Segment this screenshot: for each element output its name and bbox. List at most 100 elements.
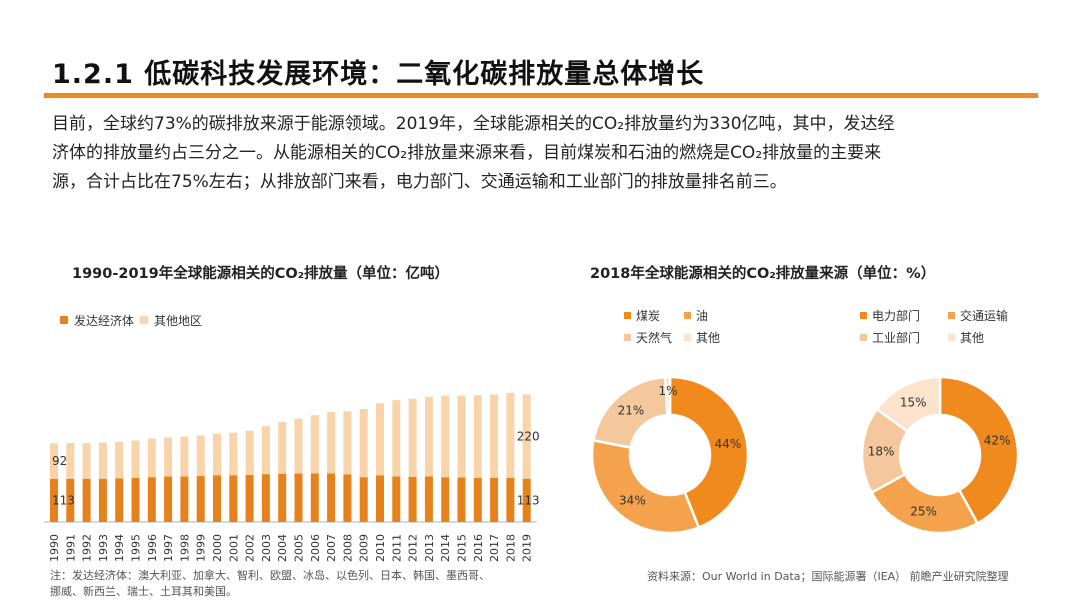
legend-swatch bbox=[140, 316, 148, 324]
x-tick-label: 2004 bbox=[276, 534, 289, 562]
bar-other bbox=[376, 403, 384, 476]
x-tick-label: 2006 bbox=[309, 534, 322, 562]
bar-other bbox=[473, 395, 482, 478]
legend-swatch bbox=[60, 316, 68, 324]
legend-label: 煤炭 bbox=[636, 309, 660, 323]
bar-other bbox=[245, 430, 254, 475]
bar-developed bbox=[164, 476, 173, 522]
bar-other bbox=[359, 409, 368, 478]
bar-other bbox=[164, 437, 173, 477]
footnote-line: 挪威、新西兰、瑞士、土耳其和美国。 bbox=[50, 585, 237, 598]
bar-developed bbox=[473, 477, 482, 522]
bar-developed bbox=[98, 478, 107, 522]
x-tick-label: 2009 bbox=[358, 534, 371, 562]
bar-other bbox=[327, 412, 336, 474]
x-tick-label: 1997 bbox=[162, 534, 175, 562]
x-tick-label: 2014 bbox=[439, 534, 452, 562]
bar-other bbox=[82, 443, 91, 479]
intro-paragraph: 目前，全球约73%的碳排放来源于能源领域。2019年，全球能源相关的CO₂排放量… bbox=[52, 110, 1032, 197]
bar-developed bbox=[376, 475, 384, 522]
slice-label: 21% bbox=[618, 404, 645, 418]
legend-swatch bbox=[948, 312, 955, 319]
legend-swatch bbox=[948, 334, 955, 341]
legend-swatch bbox=[684, 334, 691, 341]
x-tick-label: 1991 bbox=[64, 534, 77, 562]
donut-slice bbox=[938, 375, 1020, 526]
bar-developed bbox=[457, 477, 466, 522]
x-tick-label: 1990 bbox=[48, 534, 61, 562]
bar-developed bbox=[327, 473, 336, 522]
donut-chart-title: 2018年全球能源相关的CO₂排放量来源（单位：%） bbox=[590, 266, 936, 282]
legend-label: 油 bbox=[696, 309, 708, 323]
bar-other bbox=[115, 441, 124, 479]
slice-label: 18% bbox=[868, 444, 895, 458]
x-tick-label: 2002 bbox=[244, 534, 257, 562]
bar-other bbox=[522, 394, 531, 479]
donut-slice bbox=[875, 375, 942, 434]
bar-developed bbox=[180, 476, 189, 522]
x-tick-label: 2010 bbox=[374, 534, 387, 562]
bar-developed bbox=[82, 478, 91, 522]
bar-developed bbox=[196, 476, 205, 522]
bar-other bbox=[213, 433, 221, 476]
x-tick-label: 2000 bbox=[211, 534, 224, 562]
slice-label: 25% bbox=[910, 505, 937, 519]
bar-other bbox=[392, 400, 401, 477]
bar-developed bbox=[278, 473, 287, 522]
legend-swatch bbox=[860, 312, 867, 319]
donut-slice bbox=[668, 375, 750, 530]
legend-swatch bbox=[860, 334, 867, 341]
data-label: 113 bbox=[517, 493, 540, 507]
slice-label: 1% bbox=[658, 384, 677, 398]
bar-developed bbox=[50, 478, 58, 522]
x-tick-label: 1995 bbox=[130, 534, 143, 562]
bar-developed bbox=[66, 478, 75, 522]
legend-swatch bbox=[684, 312, 691, 319]
legend-label: 其他 bbox=[960, 331, 984, 345]
x-tick-label: 2017 bbox=[488, 534, 501, 562]
bar-developed bbox=[506, 477, 515, 522]
legend-label: 天然气 bbox=[636, 330, 672, 345]
x-tick-label: 1996 bbox=[146, 534, 159, 562]
x-tick-label: 1994 bbox=[113, 534, 126, 562]
bar-developed bbox=[245, 474, 254, 522]
bar-developed bbox=[441, 477, 450, 522]
intro-line: 目前，全球约73%的碳排放来源于能源领域。2019年，全球能源相关的CO₂排放量… bbox=[52, 114, 895, 134]
slice-label: 44% bbox=[715, 437, 742, 451]
bar-other bbox=[147, 438, 156, 478]
bar-developed bbox=[359, 477, 368, 522]
x-tick-label: 2001 bbox=[227, 534, 240, 562]
bar-developed bbox=[522, 478, 531, 522]
x-tick-label: 2011 bbox=[390, 534, 403, 562]
bar-developed bbox=[310, 473, 319, 522]
donut-slice bbox=[663, 375, 672, 417]
bar-developed bbox=[392, 476, 401, 522]
bar-developed bbox=[131, 477, 140, 522]
bar-other bbox=[343, 411, 352, 475]
intro-line: 源，合计占比在75%左右；从排放部门来看，电力部门、交通运输和工业部门的排放量排… bbox=[52, 172, 787, 192]
bar-other bbox=[490, 394, 499, 478]
x-tick-label: 2005 bbox=[293, 534, 306, 562]
x-tick-label: 2015 bbox=[456, 534, 469, 562]
footnote: 注：发达经济体：澳大利亚、加拿大、智利、欧盟、冰岛、以色列、日本、韩国、墨西哥、… bbox=[50, 568, 580, 600]
data-label: 113 bbox=[52, 493, 75, 507]
x-tick-label: 2013 bbox=[423, 534, 436, 562]
donut-slice bbox=[869, 472, 980, 535]
bar-other bbox=[441, 395, 450, 478]
slice-label: 34% bbox=[619, 493, 646, 507]
bar-other bbox=[261, 426, 270, 475]
bar-other bbox=[408, 398, 417, 477]
legend-swatch bbox=[624, 312, 631, 319]
bar-other bbox=[278, 422, 287, 474]
bar-developed bbox=[213, 475, 221, 522]
bar-developed bbox=[147, 477, 156, 522]
bar-other bbox=[229, 432, 238, 476]
bar-chart-title: 1990-2019年全球能源相关的CO₂排放量（单位：亿吨） bbox=[72, 266, 450, 282]
legend-label: 发达经济体 bbox=[74, 313, 134, 328]
x-tick-label: 2012 bbox=[407, 534, 420, 562]
slice-label: 15% bbox=[900, 395, 927, 409]
bar-other bbox=[424, 396, 433, 477]
